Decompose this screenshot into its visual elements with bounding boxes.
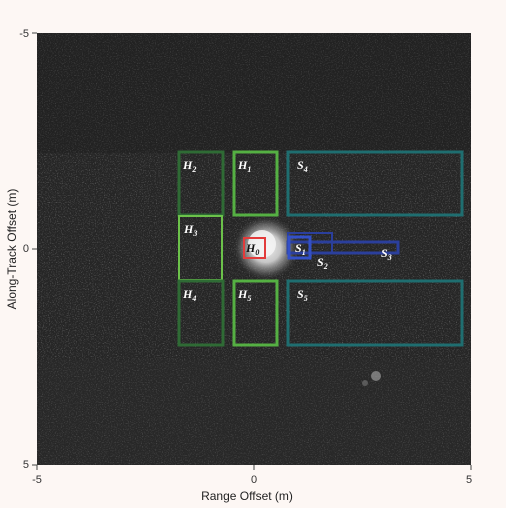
x-tick-label: -5: [32, 474, 42, 486]
y-axis: -5 0 5: [19, 28, 37, 471]
x-tick-label: 0: [251, 474, 257, 486]
x-axis-label: Range Offset (m): [201, 489, 293, 503]
y-tick-label: 0: [23, 243, 29, 255]
y-tick-label: -5: [19, 28, 29, 40]
y-axis-label: Along-Track Offset (m): [5, 189, 19, 310]
y-tick-label: 5: [23, 459, 29, 471]
x-tick-label: 5: [466, 474, 472, 486]
x-axis: -5 0 5: [32, 465, 472, 486]
